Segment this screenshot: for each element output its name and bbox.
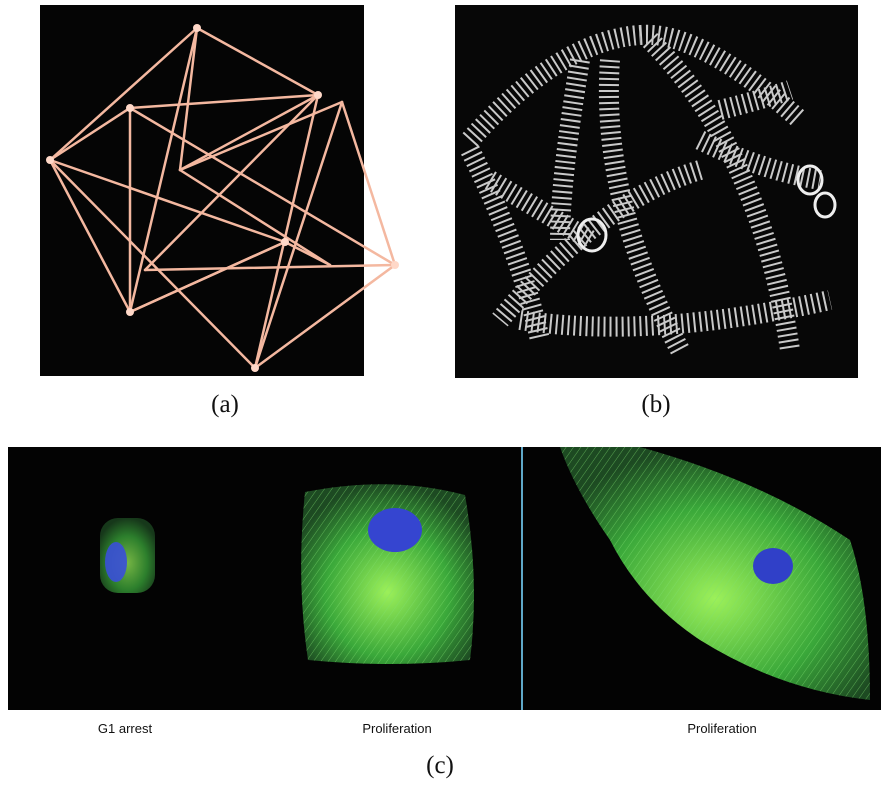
- panel-label: (c): [426, 752, 454, 779]
- caption: Proliferation: [687, 721, 756, 736]
- image-b: [455, 5, 858, 378]
- panel-label: (a): [211, 391, 239, 418]
- caption: Proliferation: [362, 721, 431, 736]
- image-c: [8, 447, 881, 710]
- panel-label: (b): [641, 391, 670, 418]
- caption: G1 arrest: [98, 721, 153, 736]
- image-a: [40, 5, 399, 376]
